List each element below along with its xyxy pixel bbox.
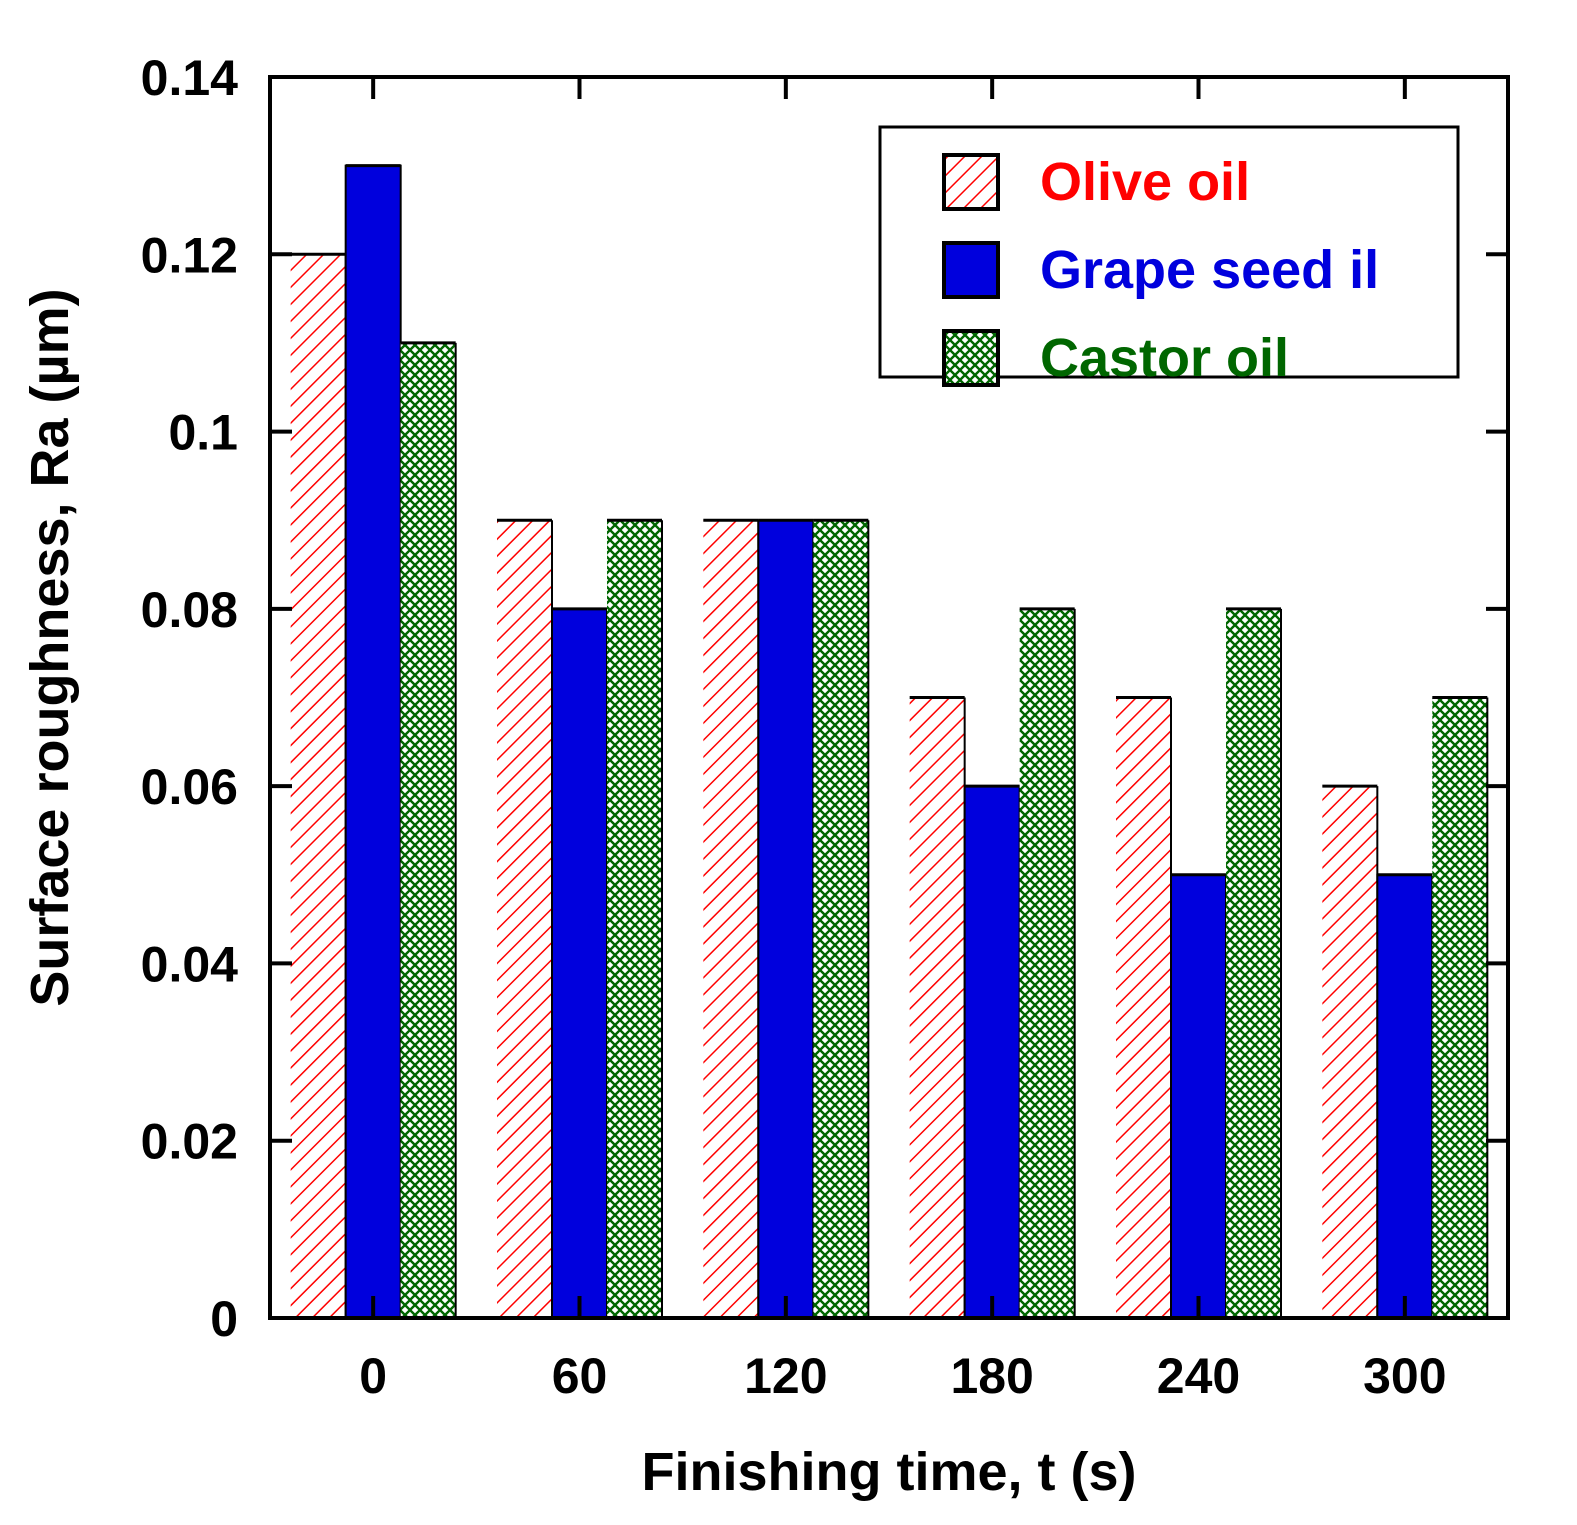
bar-olive-oil-240 — [1116, 697, 1171, 1318]
legend-label-castor-oil: Castor oil — [1040, 328, 1289, 388]
y-tick-label: 0.14 — [141, 50, 239, 106]
y-tick-label: 0.06 — [141, 759, 238, 815]
x-tick-label: 300 — [1363, 1348, 1446, 1404]
x-tick-label: 0 — [359, 1348, 387, 1404]
bar-grape-seed-il-300 — [1376, 873, 1434, 1319]
y-axis-title: Surface roughness, Ra (µm) — [20, 288, 80, 1006]
bar-castor-oil-240 — [1226, 608, 1281, 1318]
x-tick-label: 120 — [744, 1348, 827, 1404]
y-tick-label: 0.12 — [141, 227, 238, 283]
bar-olive-oil-120 — [703, 520, 759, 1318]
bar-grape-seed-il-240 — [1170, 873, 1227, 1319]
bar-grape-seed-il-0 — [344, 164, 402, 1320]
y-tick-label: 0.04 — [141, 936, 239, 992]
legend-swatch-castor-oil — [942, 329, 1000, 387]
legend-swatch-grape-seed-il — [942, 241, 1000, 299]
bar-olive-oil-0 — [290, 254, 346, 1318]
legend-label-olive-oil: Olive oil — [1040, 152, 1250, 212]
legend: Olive oil Grape seed il Castor oil — [878, 125, 1460, 388]
x-tick-label: 240 — [1157, 1348, 1240, 1404]
y-tick-label: 0 — [210, 1291, 238, 1347]
y-tick-label: 0.02 — [141, 1114, 238, 1170]
legend-label-grape-seed-il: Grape seed il — [1040, 240, 1379, 300]
y-tick-label: 0.08 — [141, 582, 238, 638]
bar-grape-seed-il-120 — [757, 519, 815, 1319]
ticks-layer: 0 60 120 180 240 300 0 0.02 0.04 0.06 0.08 0.1 0.12 0… — [141, 50, 1508, 1404]
bar-castor-oil-60 — [607, 520, 662, 1318]
bar-castor-oil-120 — [813, 520, 869, 1318]
bar-castor-oil-180 — [1019, 608, 1075, 1318]
bar-castor-oil-0 — [400, 342, 456, 1318]
x-axis-title: Finishing time, t (s) — [642, 1442, 1137, 1502]
x-tick-label: 180 — [950, 1348, 1033, 1404]
legend-swatch-olive-oil — [942, 153, 1000, 211]
bar-grape-seed-il-180 — [963, 785, 1021, 1319]
bar-olive-oil-60 — [497, 520, 552, 1318]
bar-olive-oil-300 — [1322, 786, 1378, 1318]
y-tick-label: 0.1 — [168, 405, 238, 461]
bar-castor-oil-300 — [1432, 697, 1488, 1318]
bars-layer — [290, 164, 1489, 1320]
x-tick-label: 60 — [552, 1348, 608, 1404]
plot-frame — [268, 75, 1510, 1320]
bar-grape-seed-il-60 — [551, 607, 608, 1319]
bar-olive-oil-180 — [909, 697, 965, 1318]
